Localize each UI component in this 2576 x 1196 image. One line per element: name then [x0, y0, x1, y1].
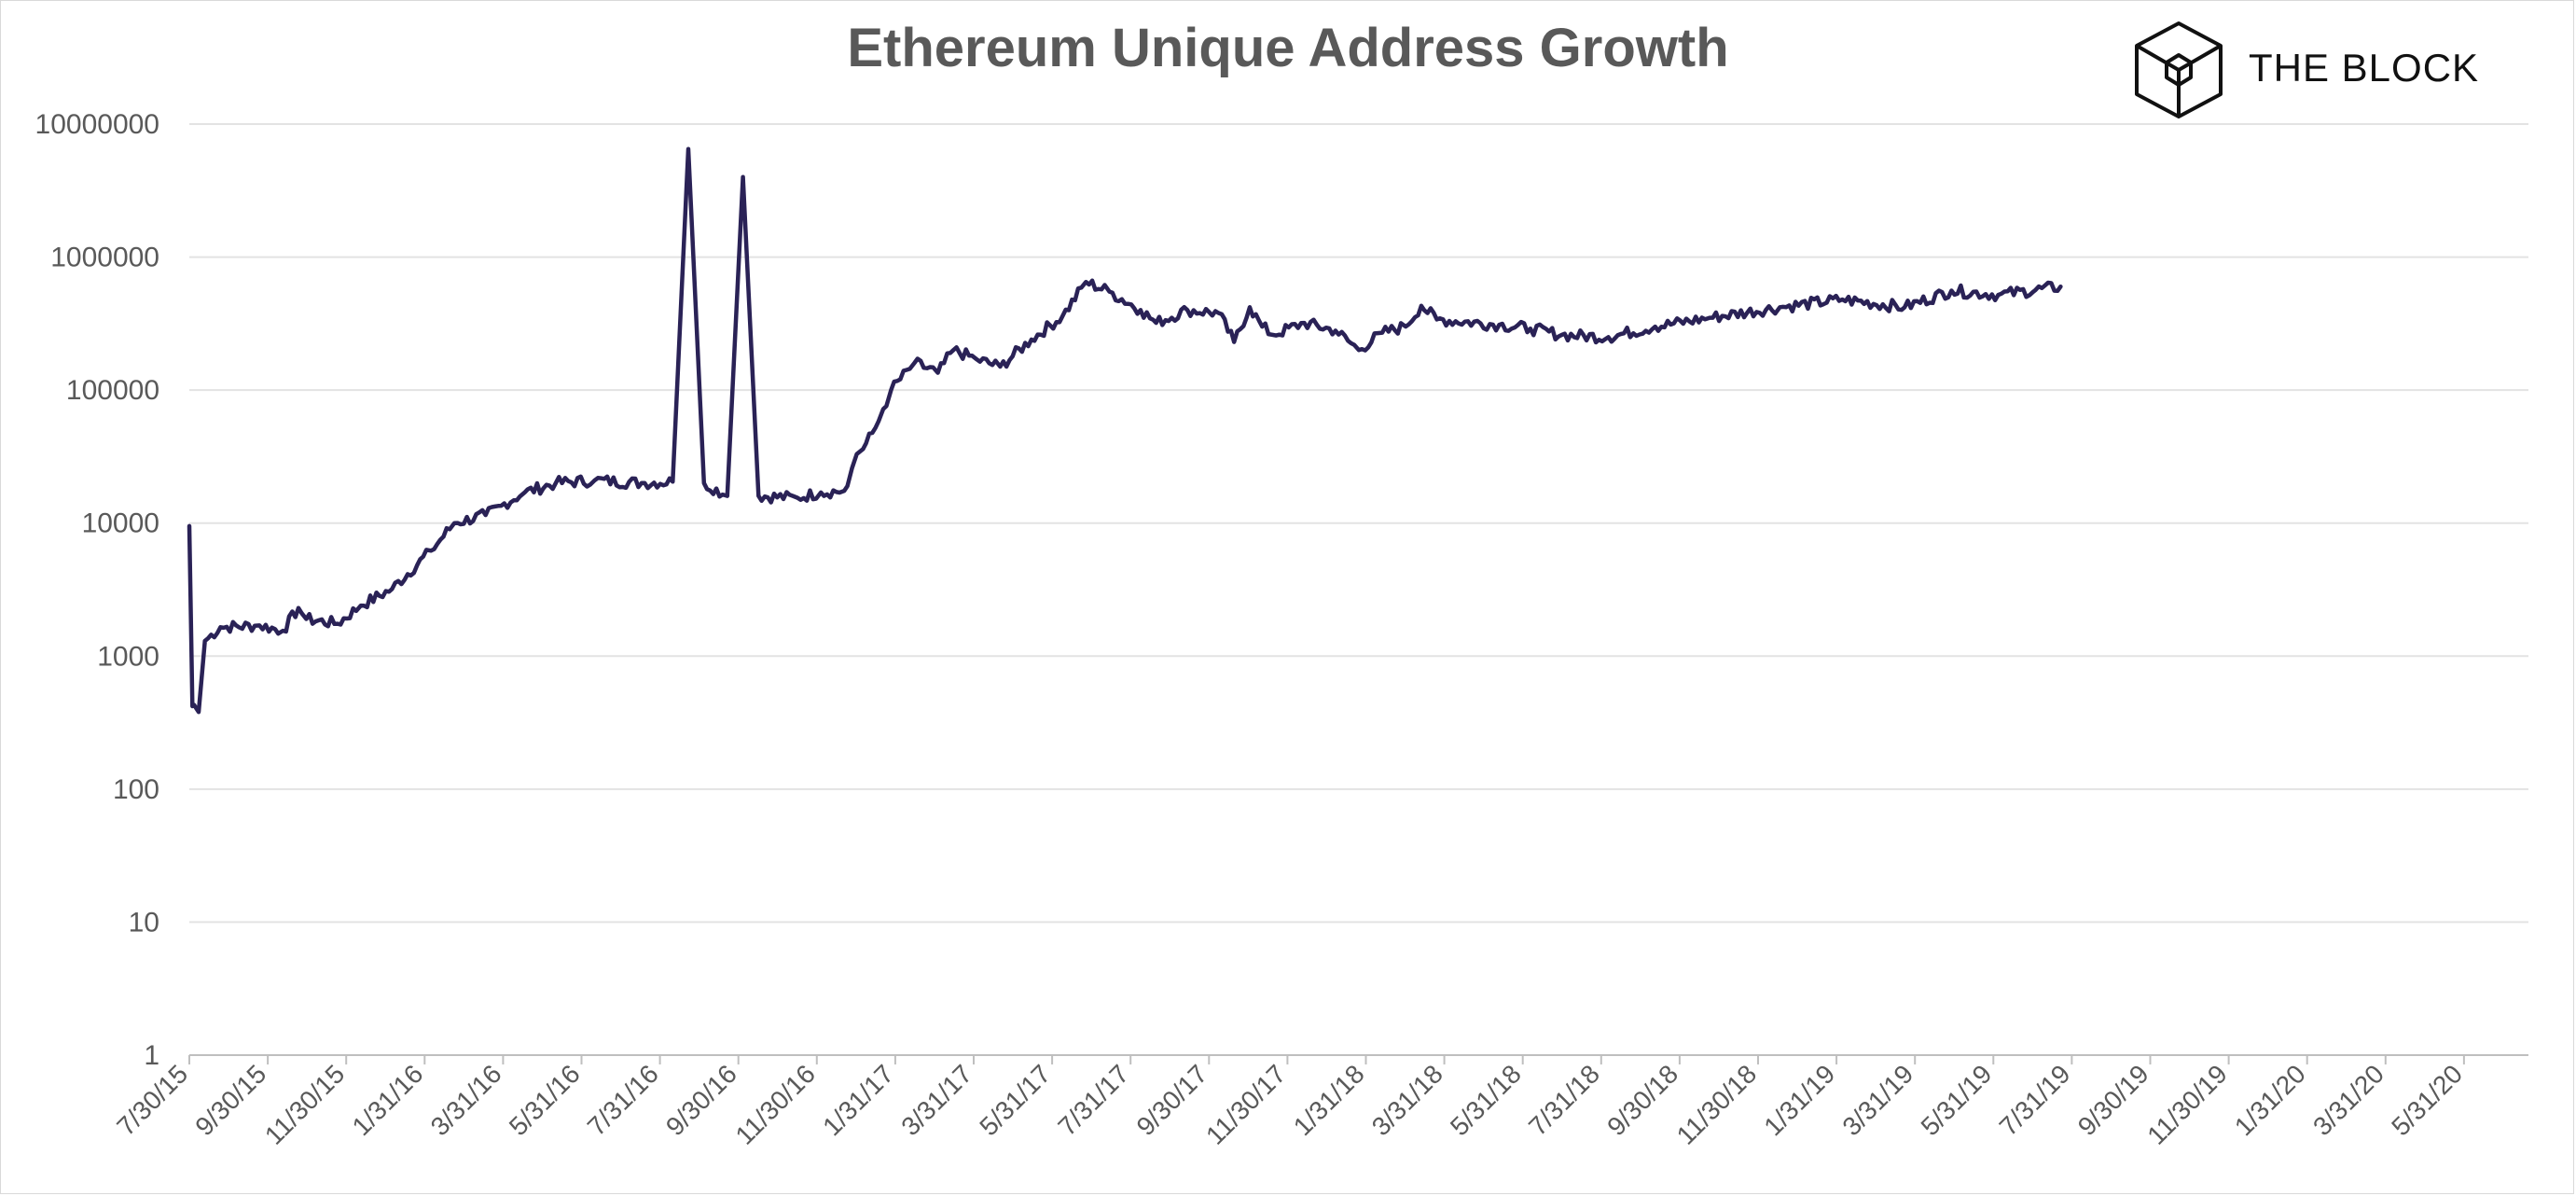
x-tick-label: 7/31/18 [1523, 1059, 1605, 1141]
x-tick-label: 1/31/17 [817, 1059, 899, 1141]
x-tick-label: 3/31/19 [1836, 1059, 1918, 1141]
x-tick-label: 11/30/16 [730, 1059, 822, 1150]
brand-logo: THE BLOCK [2137, 23, 2479, 117]
x-tick-label: 1/31/20 [2229, 1059, 2311, 1141]
x-tick-label: 3/31/20 [2307, 1059, 2389, 1141]
x-tick-label: 7/31/17 [1052, 1059, 1134, 1141]
x-tick-label: 5/31/17 [974, 1059, 1056, 1141]
y-axis-ticks: 1 10 100 1000 10000 100000 1000000 10000000 [35, 109, 159, 1071]
x-tick-label: 1/31/16 [347, 1059, 429, 1141]
x-tick-label: 7/30/15 [111, 1059, 193, 1141]
x-axis-ticks: 7/30/159/30/1511/30/151/31/163/31/165/31… [111, 1055, 2468, 1150]
x-tick-label: 11/30/18 [1671, 1059, 1763, 1150]
x-tick-label: 11/30/19 [2141, 1059, 2233, 1150]
x-tick-label: 3/31/17 [895, 1059, 977, 1141]
y-tick-label: 1000000 [50, 243, 159, 273]
line-chart: Ethereum Unique Address Growth THE BLOCK… [1, 1, 2575, 1195]
series-layer [189, 149, 2060, 713]
x-tick-label: 1/31/19 [1758, 1059, 1840, 1141]
chart-frame: Ethereum Unique Address Growth THE BLOCK… [0, 0, 2574, 1194]
gridlines [189, 124, 2528, 922]
x-tick-label: 3/31/18 [1366, 1059, 1448, 1141]
series-line-unique-addresses [189, 149, 2060, 713]
y-tick-label: 1000 [97, 641, 159, 672]
brand-name: THE BLOCK [2249, 46, 2479, 90]
x-tick-label: 1/31/18 [1288, 1059, 1370, 1141]
x-tick-label: 7/31/19 [1994, 1059, 2076, 1141]
y-tick-label: 10 [129, 907, 159, 938]
y-tick-label: 100000 [66, 375, 159, 406]
y-tick-label: 10000000 [35, 109, 159, 140]
x-tick-label: 7/31/16 [582, 1059, 664, 1141]
cube-logo-icon [2137, 23, 2221, 117]
x-tick-label: 5/31/18 [1445, 1059, 1527, 1141]
x-tick-label: 11/30/17 [1200, 1059, 1292, 1150]
x-tick-label: 5/31/16 [504, 1059, 586, 1141]
chart-title: Ethereum Unique Address Growth [847, 18, 1728, 78]
x-tick-label: 11/30/15 [259, 1059, 351, 1150]
x-tick-label: 5/31/20 [2386, 1059, 2468, 1141]
y-tick-label: 1 [144, 1040, 159, 1071]
x-tick-label: 3/31/16 [425, 1059, 507, 1141]
y-tick-label: 100 [113, 774, 159, 805]
y-tick-label: 10000 [82, 508, 159, 539]
x-tick-label: 5/31/19 [1916, 1059, 1998, 1141]
